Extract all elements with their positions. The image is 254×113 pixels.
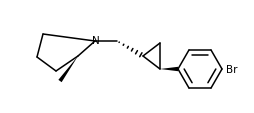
Polygon shape: [159, 67, 177, 72]
Polygon shape: [58, 56, 78, 82]
Text: N: N: [92, 36, 100, 46]
Text: Br: Br: [225, 64, 236, 74]
